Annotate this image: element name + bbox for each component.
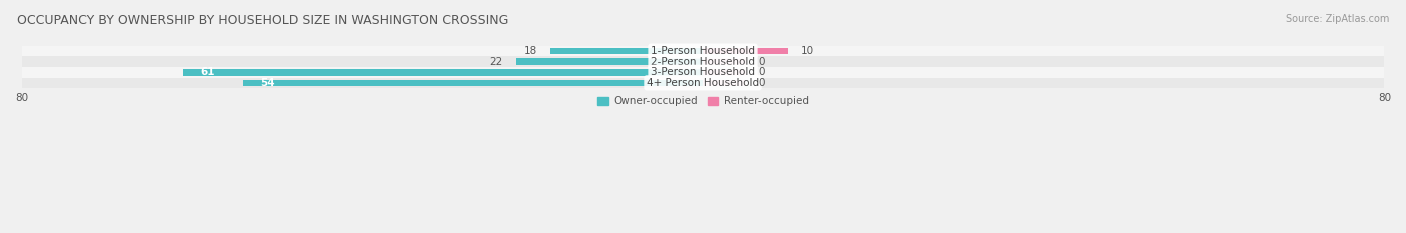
Text: 61: 61 xyxy=(201,67,215,77)
Bar xyxy=(703,48,789,54)
Bar xyxy=(21,78,1385,88)
Text: 1-Person Household: 1-Person Household xyxy=(651,46,755,56)
Text: 22: 22 xyxy=(489,57,503,67)
Bar xyxy=(183,69,703,75)
Text: Source: ZipAtlas.com: Source: ZipAtlas.com xyxy=(1285,14,1389,24)
Bar xyxy=(703,58,745,65)
Bar xyxy=(516,58,703,65)
Bar xyxy=(703,80,745,86)
Bar xyxy=(21,46,1385,56)
Bar xyxy=(21,67,1385,78)
Bar xyxy=(550,48,703,54)
Text: 0: 0 xyxy=(758,67,765,77)
Text: 0: 0 xyxy=(758,78,765,88)
Text: 0: 0 xyxy=(758,57,765,67)
Text: 10: 10 xyxy=(801,46,814,56)
Bar xyxy=(703,69,745,75)
Bar xyxy=(21,56,1385,67)
Text: 3-Person Household: 3-Person Household xyxy=(651,67,755,77)
Text: OCCUPANCY BY OWNERSHIP BY HOUSEHOLD SIZE IN WASHINGTON CROSSING: OCCUPANCY BY OWNERSHIP BY HOUSEHOLD SIZE… xyxy=(17,14,508,27)
Text: 54: 54 xyxy=(260,78,274,88)
Text: 4+ Person Household: 4+ Person Household xyxy=(647,78,759,88)
Legend: Owner-occupied, Renter-occupied: Owner-occupied, Renter-occupied xyxy=(593,92,813,110)
Bar xyxy=(243,80,703,86)
Text: 2-Person Household: 2-Person Household xyxy=(651,57,755,67)
Text: 18: 18 xyxy=(523,46,537,56)
